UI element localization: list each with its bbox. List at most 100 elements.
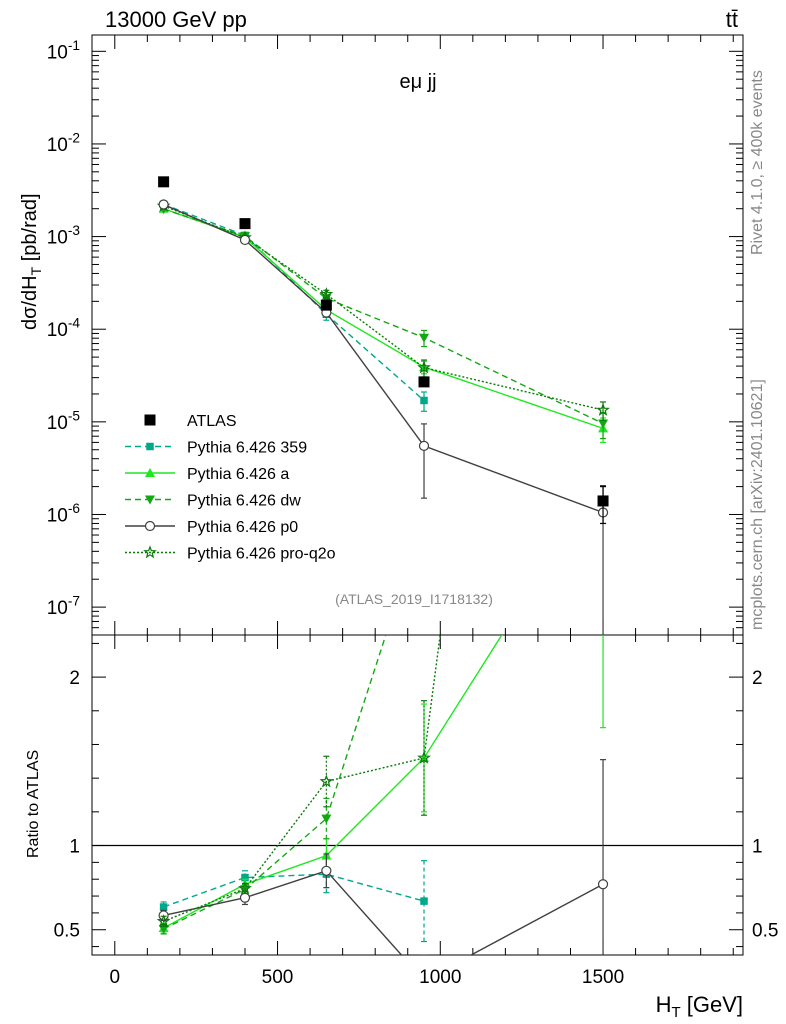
mcplots-label: mcplots.cern.ch [arXiv:2401.10621] [749,379,766,630]
ratio-data-point [419,513,429,522]
main-data-point [419,333,430,343]
main-y-tick-label: 10-3 [47,223,80,249]
ratio-data-point [156,914,171,928]
ratio-data-point [417,750,431,764]
main-data-point [158,199,169,210]
ratio-series-layer [163,635,604,955]
ratio-data-point [238,881,252,895]
energy-label: 13000 GeV pp [105,7,247,32]
process-label: tt̄ [726,7,738,32]
legend-marker [144,414,156,426]
main-series-1 [159,200,428,412]
legend: ATLAS Pythia 6.426 359 Pythia 6.426 a Pythi… [125,413,336,563]
main-y-tick-label: 10-5 [47,408,81,434]
ratio-y-tick-label-right: 2 [752,668,763,689]
main-data-point [239,218,251,230]
legend-entry-2: Pythia 6.426 a [125,466,289,483]
legend-label: Pythia 6.426 pro-q2o [187,546,336,563]
ratio-series-line [163,869,604,955]
main-series-3 [158,205,609,440]
x-tick-label: 0 [109,967,120,988]
ratio-markers-0 [159,855,428,943]
legend-entry-4: Pythia 6.426 p0 [125,519,298,536]
x-tick-label: 500 [262,967,294,988]
x-axis-label: HT [GeV] [656,992,743,1021]
legend-marker [143,545,157,559]
ratio-data-point [239,892,251,903]
ratio-series-3 [163,869,604,955]
main-y-axis-label-text: dσ/dHT [pb/rad] [19,193,44,330]
main-y-tick-label: 10-2 [47,130,80,156]
ratio-y-tick-label-right: 0.5 [752,921,778,942]
main-series-0 [158,176,609,525]
ratio-data-point [319,774,334,788]
rivet-version-label: Rivet 4.1.0, ≥ 400k events [749,70,766,255]
ratio-y-tick-label-left: 0.5 [54,921,80,942]
ratio-data-point [239,885,250,895]
main-series-2 [158,203,609,443]
main-y-axis-ticks: 10-7 10-6 10-5 10-4 10-3 10-2 10-1 [47,35,743,636]
legend-entry-1: Pythia 6.426 359 [125,440,307,457]
legend-entry-0: ATLAS [144,413,237,430]
main-data-point [158,176,170,188]
ratio-series-line [163,635,503,929]
ratio-series-0 [163,873,425,908]
main-data-point [418,376,430,388]
main-data-point [320,299,332,311]
ratio-series-line [163,635,387,930]
ratio-data-point [159,903,168,911]
x-tick-label: 1000 [419,967,461,988]
main-data-point [319,287,334,301]
main-data-point [597,495,609,507]
main-data-point [239,234,251,246]
ratio-axis-ticks: 0 500 1000 1500 0.5 0.5 1 1 2 2 [54,635,778,988]
legend-marker [144,520,156,532]
ratio-y-axis-label: Ratio to ATLAS [25,750,42,858]
analysis-tag: (ATLAS_2019_I1718132) [335,591,493,607]
main-y-tick-label: 10-7 [47,594,80,620]
ratio-series-line [163,635,441,922]
ratio-data-point [598,470,608,479]
main-y-axis-label: dσ/dHT [pb/rad] [19,193,44,330]
ratio-markers-1 [158,470,608,934]
main-data-point [417,360,431,374]
legend-label: Pythia 6.426 dw [187,493,301,510]
ratio-series-4 [163,635,441,922]
main-series-line [163,205,604,411]
ratio-data-point [158,924,169,934]
main-plot-title: eμ jj [399,71,436,93]
ratio-data-point [597,879,609,890]
ratio-data-point [420,897,428,905]
ratio-y-tick-label-left: 1 [69,837,80,858]
main-y-tick-label: 10-1 [47,38,80,64]
main-y-tick-label: 10-6 [47,501,80,527]
ratio-series-1 [163,635,503,929]
ratio-series-2 [163,635,387,930]
ratio-marker-layer [156,470,609,955]
ratio-y-tick-label-left: 2 [69,668,80,689]
main-y-tick-label: 10-4 [47,316,81,342]
main-data-point [420,396,428,405]
legend-label: Pythia 6.426 359 [187,440,307,457]
main-data-point [598,419,609,429]
legend-label: Pythia 6.426 a [187,466,289,483]
ratio-data-point [241,873,249,882]
ratio-y-tick-label-right: 1 [752,837,763,858]
main-data-point [596,402,610,416]
main-series-line [163,208,604,430]
legend-marker [145,468,155,477]
legend-marker [146,442,154,451]
legend-entry-5: Pythia 6.426 pro-q2o [125,545,336,563]
ratio-series-line [163,873,425,908]
main-series-layer [156,176,610,635]
legend-label: ATLAS [187,413,237,430]
main-series-5 [156,198,610,421]
ratio-plot-frame [91,634,744,956]
main-data-point [418,440,430,451]
ratio-markers-3 [158,759,609,955]
ratio-data-point [321,865,332,876]
ratio-markers-4 [156,700,431,928]
ratio-data-point [321,814,332,824]
legend-entry-3: Pythia 6.426 dw [125,493,301,510]
